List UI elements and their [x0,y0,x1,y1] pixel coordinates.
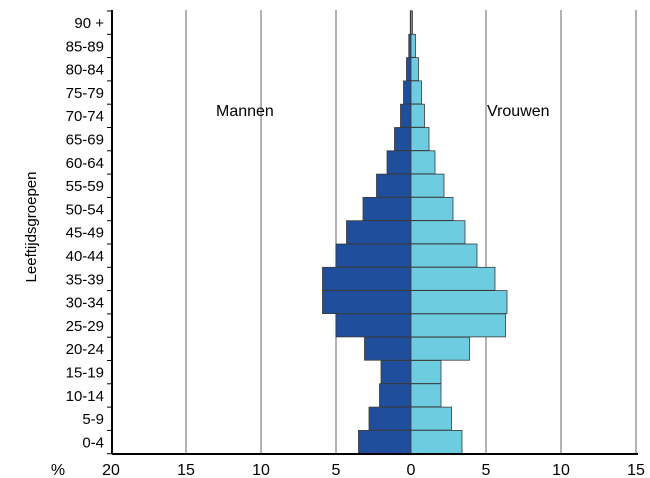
bar-mannen-55-59 [376,173,412,198]
bar-mannen-20-24 [364,336,412,361]
bar-vrouwen-30-34 [410,290,508,315]
bar-mannen-80-84 [406,57,412,81]
category-label: 30-34 [66,295,104,312]
category-label: 70-74 [66,108,104,125]
category-label: 85-89 [66,38,104,55]
x-tick-label: 5 [482,462,491,478]
category-label: 10-14 [66,388,104,405]
bar-mannen-70-74 [400,103,412,128]
series-label-vrouwen: Vrouwen [487,103,550,120]
bar-vrouwen-25-29 [410,313,506,338]
bar-mannen-75-79 [403,80,412,105]
bar-mannen-65-69 [394,127,412,151]
series-label-mannen: Mannen [216,103,274,120]
bar-mannen-45-49 [346,220,412,245]
bar-mannen-10-14 [379,383,412,408]
bar-mannen-5-9 [368,406,412,431]
bar-vrouwen-75-79 [410,80,422,105]
bar-vrouwen-15-19 [410,360,442,384]
category-label: 80-84 [66,62,104,79]
bar-vrouwen-65-69 [410,127,430,151]
bar-vrouwen-20-24 [410,336,470,361]
bar-vrouwen-50-54 [410,196,454,221]
category-label: 0-4 [82,434,104,451]
bar-mannen-0-4 [358,429,412,454]
x-tick-label: 10 [252,462,270,478]
bar-mannen-60-64 [386,150,412,175]
category-label: 60-64 [66,155,104,172]
bar-vrouwen-60-64 [410,150,436,175]
bar-vrouwen-55-59 [410,173,445,198]
bar-vrouwen-40-44 [410,243,478,268]
category-label: 55-59 [66,178,104,195]
category-label: 35-39 [66,271,104,288]
bar-mannen-30-34 [322,290,412,315]
labels: 0-4 5-9 10-14 15-19 20-24 25-29 30-34 35-39 40-4… [66,15,645,478]
bar-vrouwen-35-39 [410,266,496,291]
bar-vrouwen-0-4 [410,429,463,454]
bar-mannen-50-54 [362,196,412,221]
x-tick-label: 0 [407,462,416,478]
bar-vrouwen-90+ [410,10,413,35]
bar-mannen-40-44 [335,243,412,268]
bar-mannen-25-29 [335,313,412,338]
x-axis-unit-label: % [51,462,65,478]
bar-mannen-15-19 [380,360,412,384]
bar-vrouwen-45-49 [410,220,466,245]
x-tick-label: 15 [177,462,195,478]
category-label: 20-24 [66,341,104,358]
bar-vrouwen-80-84 [410,57,419,81]
category-label: 90 + [74,15,104,32]
axes [107,10,638,455]
y-axis-title: Leeftijdsgroepen [23,172,40,283]
bars [322,10,508,454]
x-tick-label: 15 [627,462,645,478]
x-tick-label: 5 [332,462,341,478]
category-label: 75-79 [66,85,104,102]
category-label: 45-49 [66,225,104,242]
bar-mannen-35-39 [322,266,412,291]
bar-vrouwen-70-74 [410,103,425,128]
category-label: 40-44 [66,248,104,265]
category-label: 50-54 [66,201,104,218]
category-label: 65-69 [66,132,104,149]
bar-vrouwen-85-89 [410,33,416,58]
x-tick-label: 10 [552,462,570,478]
bar-vrouwen-5-9 [410,406,452,431]
category-label: 15-19 [66,365,104,382]
x-tick-label: 20 [102,462,120,478]
category-label: 5-9 [82,411,104,428]
bar-vrouwen-10-14 [410,383,442,408]
category-label: 25-29 [66,318,104,335]
